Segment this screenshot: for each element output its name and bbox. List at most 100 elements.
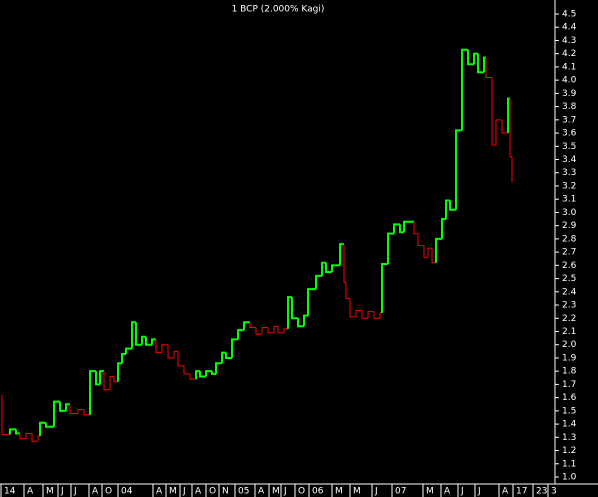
kagi-segment (145, 336, 152, 346)
kagi-segment (339, 243, 344, 266)
x-tick-label: J (477, 487, 481, 497)
x-tick-label: O (209, 487, 216, 497)
y-tick-label: 1.5 (562, 406, 576, 416)
kagi-segment (509, 98, 512, 158)
kagi-segment (379, 312, 382, 319)
x-tick-label: J (374, 487, 378, 497)
kagi-segment (355, 309, 362, 317)
kagi-segment (393, 223, 400, 234)
y-tick-label: 1.8 (562, 367, 577, 377)
kagi-segment (273, 325, 278, 333)
kagi-segment (381, 263, 388, 313)
kagi-segment (205, 370, 212, 377)
kagi-segment (131, 321, 136, 349)
y-tick-label: 4.5 (562, 10, 576, 20)
y-tick-label: 1.2 (562, 446, 576, 456)
kagi-segment (307, 288, 316, 316)
y-tick-label: 3.0 (562, 208, 577, 218)
kagi-segment (189, 373, 196, 380)
x-tick-label: A (502, 487, 509, 497)
x-tick-label: J (60, 487, 64, 497)
x-tick-label: M (46, 487, 54, 497)
kagi-segment (455, 129, 462, 210)
x-tick-label: 23 (536, 487, 547, 497)
chart-title: 1 BCP (2.000% Kagi) (232, 5, 325, 15)
kagi-segment (283, 328, 288, 333)
kagi-segment (461, 48, 468, 131)
x-tick-label: J (460, 487, 464, 497)
y-tick-label: 2.4 (562, 287, 577, 297)
kagi-segment (255, 327, 262, 335)
kagi-segment (373, 311, 380, 319)
y-tick-label: 3.6 (562, 129, 577, 139)
x-tick-label: 04 (121, 487, 133, 497)
x-tick-label: 05 (238, 487, 249, 497)
kagi-segment (95, 371, 100, 386)
kagi-segment (343, 244, 346, 284)
y-tick-label: 1.3 (562, 433, 576, 443)
kagi-segment (59, 401, 66, 412)
kagi-segment (161, 344, 168, 353)
kagi-segment (399, 224, 404, 234)
kagi-segment (491, 77, 496, 146)
kagi-segment (155, 339, 162, 354)
x-tick-label: J (182, 487, 186, 497)
kagi-segment (297, 318, 304, 328)
kagi-segment (507, 97, 510, 134)
kagi-segment (413, 221, 418, 235)
kagi-segment (361, 310, 368, 319)
kagi-segment (183, 365, 190, 375)
y-tick-label: 1.0 (562, 473, 577, 483)
kagi-segment (125, 347, 132, 354)
y-tick-label: 3.8 (562, 102, 577, 112)
x-tick-label: A (258, 487, 265, 497)
kagi-segment (435, 237, 442, 263)
x-tick-label: N (222, 487, 229, 497)
x-tick-label: O (298, 487, 305, 497)
kagi-segment (1, 394, 10, 436)
kagi-segment (261, 327, 268, 335)
x-tick-label: 14 (4, 487, 16, 497)
kagi-segment (39, 421, 46, 436)
y-tick-label: 4.1 (562, 62, 576, 72)
kagi-segment (483, 56, 486, 73)
kagi-segment (103, 371, 110, 391)
kagi-segment (427, 247, 432, 258)
kagi-segment (277, 326, 284, 334)
y-tick-label: 2.8 (562, 234, 577, 244)
y-tick-label: 4.4 (562, 23, 577, 33)
x-tick-label: M (335, 487, 343, 497)
kagi-segment (495, 119, 502, 145)
kagi-segment (65, 403, 70, 411)
kagi-segment (403, 220, 414, 233)
y-tick-label: 2.2 (562, 314, 576, 324)
kagi-segment (89, 370, 96, 415)
x-tick-label: A (92, 487, 99, 497)
y-tick-label: 3.4 (562, 155, 577, 165)
kagi-segment (485, 57, 492, 78)
kagi-segment (215, 362, 222, 374)
y-tick-label: 3.7 (562, 115, 576, 125)
kagi-segment (267, 327, 274, 334)
kagi-segment (387, 232, 394, 265)
y-tick-label: 2.7 (562, 248, 576, 258)
kagi-segment (345, 282, 350, 299)
kagi-segment (467, 49, 474, 66)
y-tick-label: 3.9 (562, 89, 577, 99)
kagi-segment (141, 335, 146, 345)
x-tick-label: J (73, 487, 77, 497)
kagi-segment (151, 338, 156, 345)
kagi-segment (231, 338, 238, 358)
kagi-segment (291, 297, 298, 320)
kagi-segment (113, 376, 118, 383)
kagi-segment (77, 409, 84, 414)
y-tick-label: 3.1 (562, 195, 576, 205)
kagi-segment (449, 200, 456, 211)
kagi-segment (199, 371, 206, 378)
kagi-segment (417, 233, 424, 246)
y-tick-label: 1.9 (562, 353, 577, 363)
y-tick-label: 3.5 (562, 142, 576, 152)
kagi-segment (19, 433, 26, 440)
kagi-segment (99, 370, 104, 385)
